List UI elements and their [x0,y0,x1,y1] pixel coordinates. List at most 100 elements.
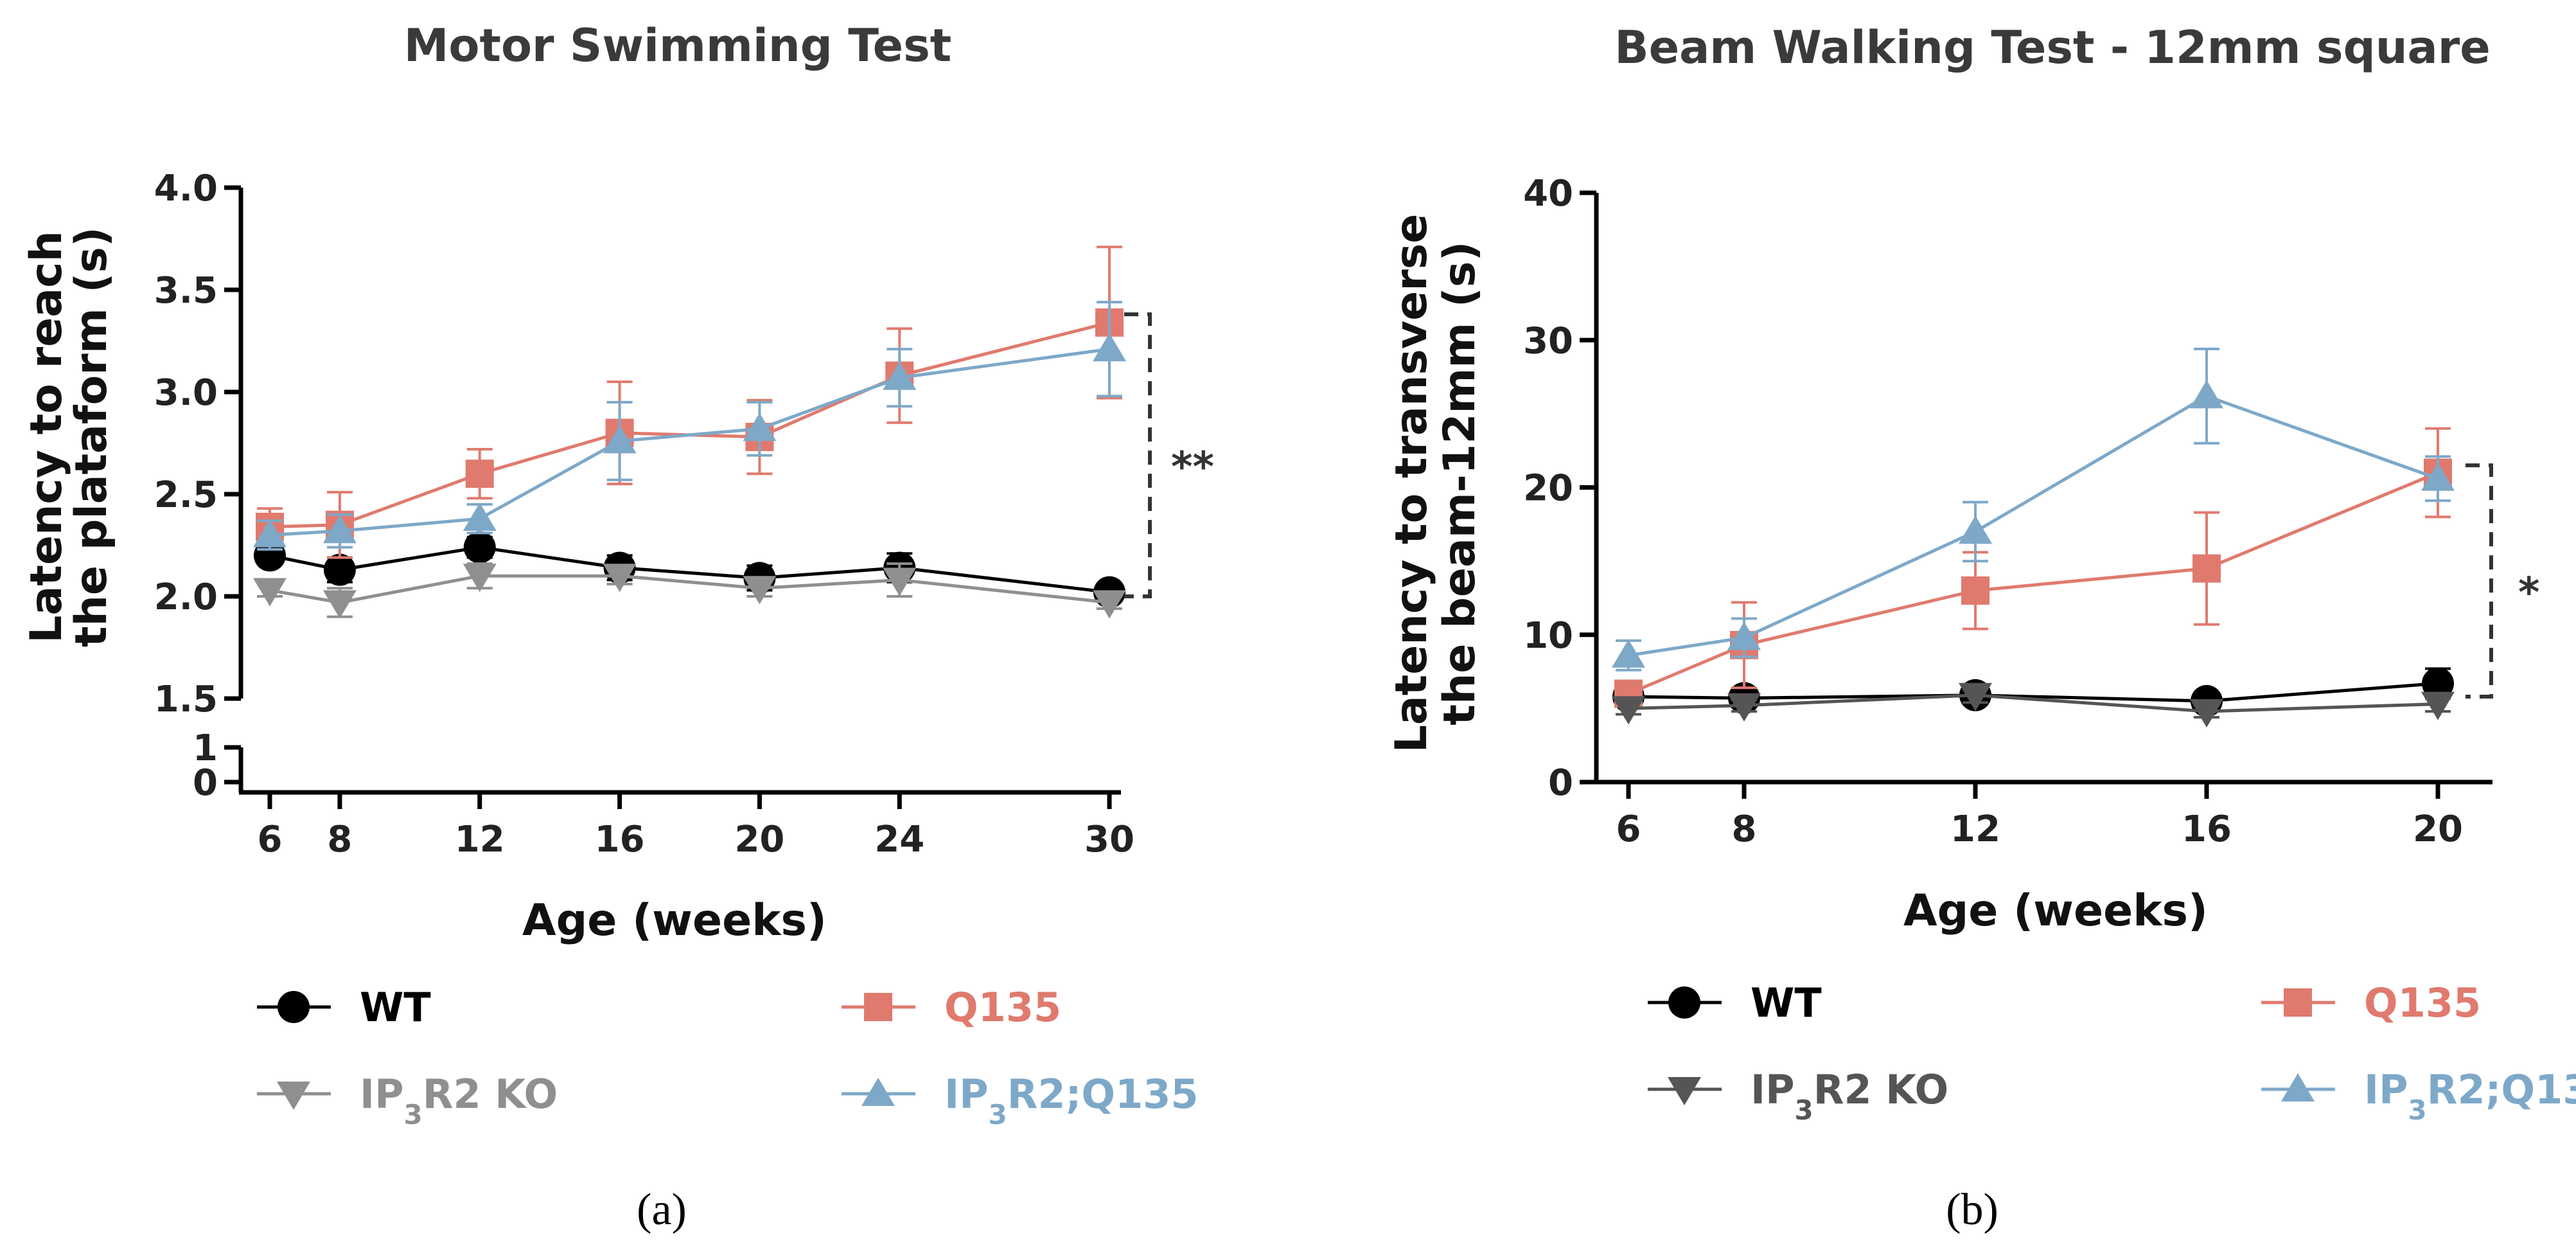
y-tick-label: 2.5 [154,474,218,516]
legend-marker [1668,1077,1701,1105]
legend-item-ip3r2-ko: IP3R2 KO [257,1071,558,1130]
legend-label-text: IP [360,1071,404,1118]
legend-label: Q135 [2364,979,2481,1026]
legend-label-subscript: 3 [989,1099,1007,1130]
legend-label-text: IP [944,1071,989,1118]
data-point-ip3r2-ko [1959,682,1992,711]
data-point-q135 [2192,554,2221,583]
data-point-ip3r2-ko [2190,699,2223,727]
significance-bracket: ** [1124,312,1214,598]
data-point-ip3r2-q135 [743,413,777,441]
x-tick-label: 30 [1084,819,1134,860]
data-point-ip3r2-ko [463,564,497,593]
data-point-ip3r2-q135 [1093,333,1126,362]
x-tick-label: 8 [327,819,352,860]
legend-item-ip3r2-q135: IP3R2;Q135 [842,1071,1199,1130]
y-tick-label: 0 [193,762,218,804]
y-axis-label: the beam-12mm (s) [1434,241,1485,725]
y-tick-label: 2.0 [154,576,218,618]
data-point-ip3r2-q135 [2421,462,2455,491]
legend-marker [861,1078,895,1106]
legend-item-q135: Q135 [2261,979,2481,1026]
legend-label-text: R2 KO [1813,1066,1948,1113]
data-point-ip3r2-q135 [253,519,287,548]
legend-label-text: Q135 [944,984,1061,1031]
data-point-q135 [1961,576,1989,605]
legend-marker [2281,1073,2315,1101]
x-tick-label: 16 [595,819,645,860]
series-ip3r2-ko [1612,682,2455,727]
data-point-wt [2422,667,2454,700]
legend-marker [1668,986,1700,1019]
legend-label-subscript: 3 [2408,1094,2427,1126]
y-tick-label: 1 [193,727,218,769]
series-line [269,321,1110,529]
y-tick-label: 3.5 [154,270,218,312]
legend-item-wt: WT [257,984,431,1031]
y-axis-label: Latency to transverse [1386,214,1437,753]
y-tick-label: 10 [1523,615,1573,657]
data-point-ip3r2-ko [603,564,637,593]
chart-title: Beam Walking Test - 12mm square [1614,21,2491,74]
legend-label-text: IP [1751,1066,1795,1113]
legend-label-subscript: 3 [404,1099,423,1130]
panel-label: (a) [637,1185,687,1235]
panel-b-beam-walking: Beam Walking Test - 12mm square 6 8 12 16 20 0… [1386,21,2576,1235]
x-tick-label: 20 [734,819,784,860]
data-point-wt [254,539,286,572]
legend-label-text: WT [1751,979,1822,1026]
significance-label: ** [1171,444,1214,492]
x-tick-label: 16 [2182,808,2232,850]
legend-label: IP3R2 KO [1751,1066,1948,1126]
y-axis-label: the plataform (s) [66,227,117,647]
data-point-q135 [465,459,494,488]
series-line [269,347,1110,537]
x-tick-label: 20 [2413,808,2463,850]
data-point-ip3r2-q135 [1612,639,1645,668]
y-tick-label: 1.5 [154,679,218,720]
series-ip3r2-q135 [253,301,1126,551]
data-point-wt [323,553,356,586]
significance-line [1124,312,1152,598]
legend-label: IP3R2 KO [360,1071,558,1130]
series-line [269,546,1110,594]
significance-line [2466,463,2493,699]
x-tick-label: 12 [455,819,505,860]
series-ip3r2-q135 [1612,348,2455,672]
data-point-ip3r2-ko [2421,691,2455,720]
legend-label-text: IP [2364,1066,2408,1113]
data-point-wt [463,531,496,564]
data-point-ip3r2-q135 [1959,515,1992,544]
data-point-ip3r2-ko [743,576,777,605]
series-wt [254,531,1125,609]
legend-item-wt: WT [1648,979,1822,1026]
y-tick-label: 3.0 [154,372,218,414]
data-point-ip3r2-ko [1093,590,1126,619]
data-point-ip3r2-q135 [603,425,637,454]
data-point-ip3r2-ko [322,590,357,619]
y-tick-label: 30 [1523,320,1573,362]
legend-label-text: R2 KO [423,1071,558,1118]
data-point-ip3r2-q135 [883,361,917,390]
legend-item-ip3r2-ko: IP3R2 KO [1648,1066,1948,1126]
legend-label-text: R2;Q135 [1007,1071,1199,1118]
x-axis-label: Age (weeks) [1903,886,2208,936]
data-point-ip3r2-ko [883,567,917,596]
x-tick-label: 12 [1950,808,2000,850]
legend-marker [277,1082,310,1110]
legend-label-text: Q135 [2364,979,2481,1026]
y-tick-label: 40 [1523,173,1573,215]
legend-label: WT [1751,979,1822,1026]
significance-label: * [2518,569,2539,617]
data-point-ip3r2-ko [1727,693,1761,722]
legend-label: IP3R2;Q135 [2364,1066,2576,1126]
axes: 6 8 12 16 20 24 30 1.5 2.0 2.5 3.0 3.5 4.0 01 [154,168,1134,860]
x-tick-label: 24 [874,819,924,860]
y-axis-label: Latency to reach [21,231,72,643]
legend-label-text: R2;Q135 [2427,1066,2576,1113]
legend-label-subscript: 3 [1795,1094,1813,1126]
